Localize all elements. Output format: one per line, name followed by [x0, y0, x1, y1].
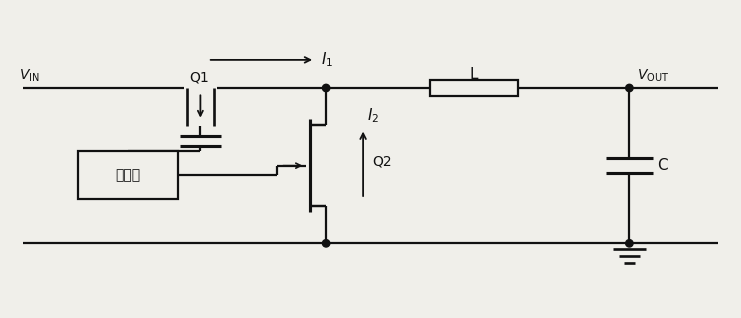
Text: 控制器: 控制器 [116, 168, 141, 182]
Text: Q2: Q2 [372, 155, 391, 169]
Text: Q1: Q1 [189, 70, 209, 84]
Bar [79, 151, 178, 199]
Circle shape [322, 240, 330, 247]
Text: $V_{\mathrm{IN}}$: $V_{\mathrm{IN}}$ [19, 68, 40, 84]
Circle shape [625, 240, 633, 247]
Text: $I_2$: $I_2$ [367, 106, 379, 125]
Circle shape [625, 84, 633, 92]
Circle shape [322, 84, 330, 92]
Bar [430, 80, 519, 96]
Text: $V_{\mathrm{OUT}}$: $V_{\mathrm{OUT}}$ [637, 68, 669, 84]
Text: $I_1$: $I_1$ [321, 51, 333, 69]
Text: C: C [657, 158, 668, 173]
Text: L: L [470, 67, 478, 82]
